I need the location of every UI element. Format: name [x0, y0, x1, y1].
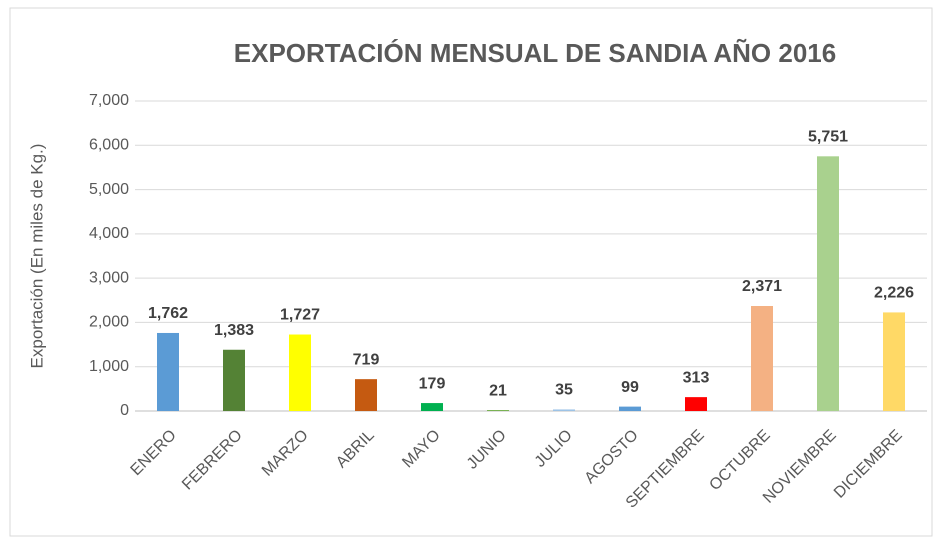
- bar: [421, 403, 443, 411]
- data-label: 2,371: [742, 278, 782, 295]
- data-label: 21: [489, 382, 507, 399]
- bar: [751, 305, 773, 411]
- data-label: 35: [555, 382, 573, 399]
- y-axis-title: Exportación (En miles de Kg.): [27, 144, 46, 369]
- data-label: 1,383: [214, 322, 254, 339]
- y-tick-label: 0: [120, 402, 129, 419]
- data-label: 719: [353, 351, 380, 368]
- bar: [157, 332, 179, 411]
- data-label: 2,226: [874, 285, 914, 302]
- y-tick-label: 7,000: [89, 92, 129, 109]
- chart-title: EXPORTACIÓN MENSUAL DE SANDIA AÑO 2016: [234, 38, 836, 68]
- y-tick-label: 6,000: [89, 137, 129, 154]
- bar: [289, 334, 311, 411]
- y-tick-label: 1,000: [89, 358, 129, 375]
- bar: [817, 156, 839, 411]
- bar: [883, 312, 905, 411]
- y-tick-label: 4,000: [89, 225, 129, 242]
- y-tick-label: 5,000: [89, 181, 129, 198]
- bar: [355, 379, 377, 411]
- chart-frame: [9, 7, 933, 537]
- bar: [553, 409, 575, 411]
- bar: [223, 349, 245, 411]
- y-tick-label: 2,000: [89, 314, 129, 331]
- bar: [487, 410, 509, 411]
- data-label: 1,727: [280, 307, 320, 324]
- data-label: 5,751: [808, 129, 848, 146]
- bar: [685, 397, 707, 411]
- bar: [619, 406, 641, 411]
- data-label: 99: [621, 379, 639, 396]
- data-label: 1,762: [148, 305, 188, 322]
- data-label: 313: [683, 369, 710, 386]
- data-label: 179: [419, 375, 446, 392]
- y-tick-label: 3,000: [89, 269, 129, 286]
